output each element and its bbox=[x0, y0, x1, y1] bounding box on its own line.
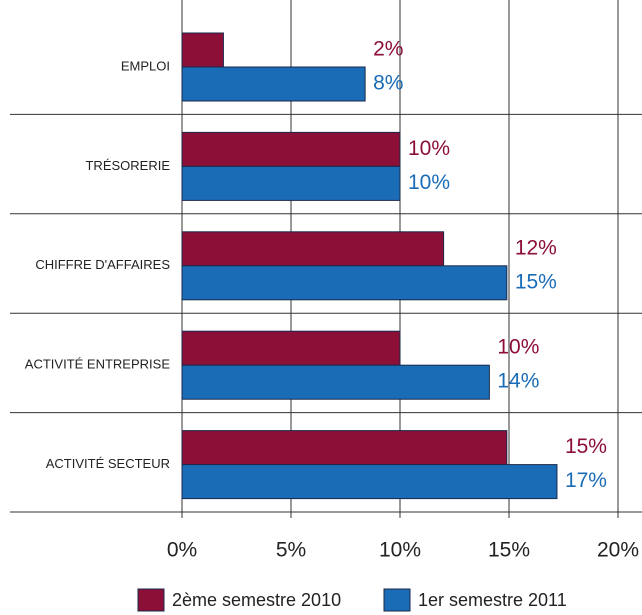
x-tick-label: 20% bbox=[597, 539, 639, 562]
category-label: TRÉSORERIE bbox=[85, 158, 170, 173]
value-label: 17% bbox=[565, 469, 607, 492]
value-label: 10% bbox=[497, 336, 539, 359]
category-label: ACTIVITÉ ENTREPRISE bbox=[25, 357, 171, 372]
value-label: 8% bbox=[373, 72, 403, 95]
x-tick-label: 15% bbox=[488, 539, 530, 562]
bar bbox=[181, 165, 401, 201]
legend-swatch bbox=[383, 588, 411, 612]
bar bbox=[181, 330, 401, 366]
value-label: 15% bbox=[515, 270, 557, 293]
category-label: EMPLOI bbox=[121, 58, 170, 73]
x-tick-label: 0% bbox=[167, 539, 197, 562]
value-label: 12% bbox=[515, 236, 557, 259]
bar bbox=[181, 430, 508, 466]
bar bbox=[181, 364, 490, 400]
bar bbox=[181, 265, 508, 301]
bar bbox=[181, 464, 558, 500]
legend-label: 1er semestre 2011 bbox=[418, 590, 567, 610]
value-label: 10% bbox=[408, 171, 450, 194]
x-tick-label: 5% bbox=[276, 539, 306, 562]
x-tick-label: 10% bbox=[379, 539, 421, 562]
bar bbox=[181, 231, 445, 267]
value-label: 15% bbox=[565, 435, 607, 458]
value-label: 14% bbox=[497, 370, 539, 393]
category-label: ACTIVITÉ SECTEUR bbox=[46, 456, 170, 471]
bar bbox=[181, 32, 224, 68]
legend-swatch bbox=[137, 588, 165, 612]
legend-label: 2ème semestre 2010 bbox=[172, 590, 341, 610]
value-label: 2% bbox=[373, 38, 403, 61]
category-label: CHIFFRE D'AFFAIRES bbox=[35, 257, 170, 272]
bar bbox=[181, 66, 366, 102]
bar bbox=[181, 131, 401, 167]
value-label: 10% bbox=[408, 137, 450, 160]
